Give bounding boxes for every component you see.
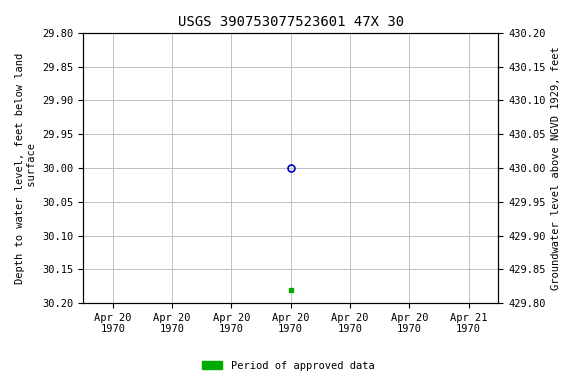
Legend: Period of approved data: Period of approved data xyxy=(198,357,378,375)
Y-axis label: Depth to water level, feet below land
 surface: Depth to water level, feet below land su… xyxy=(15,52,37,284)
Y-axis label: Groundwater level above NGVD 1929, feet: Groundwater level above NGVD 1929, feet xyxy=(551,46,561,290)
Title: USGS 390753077523601 47X 30: USGS 390753077523601 47X 30 xyxy=(177,15,404,29)
